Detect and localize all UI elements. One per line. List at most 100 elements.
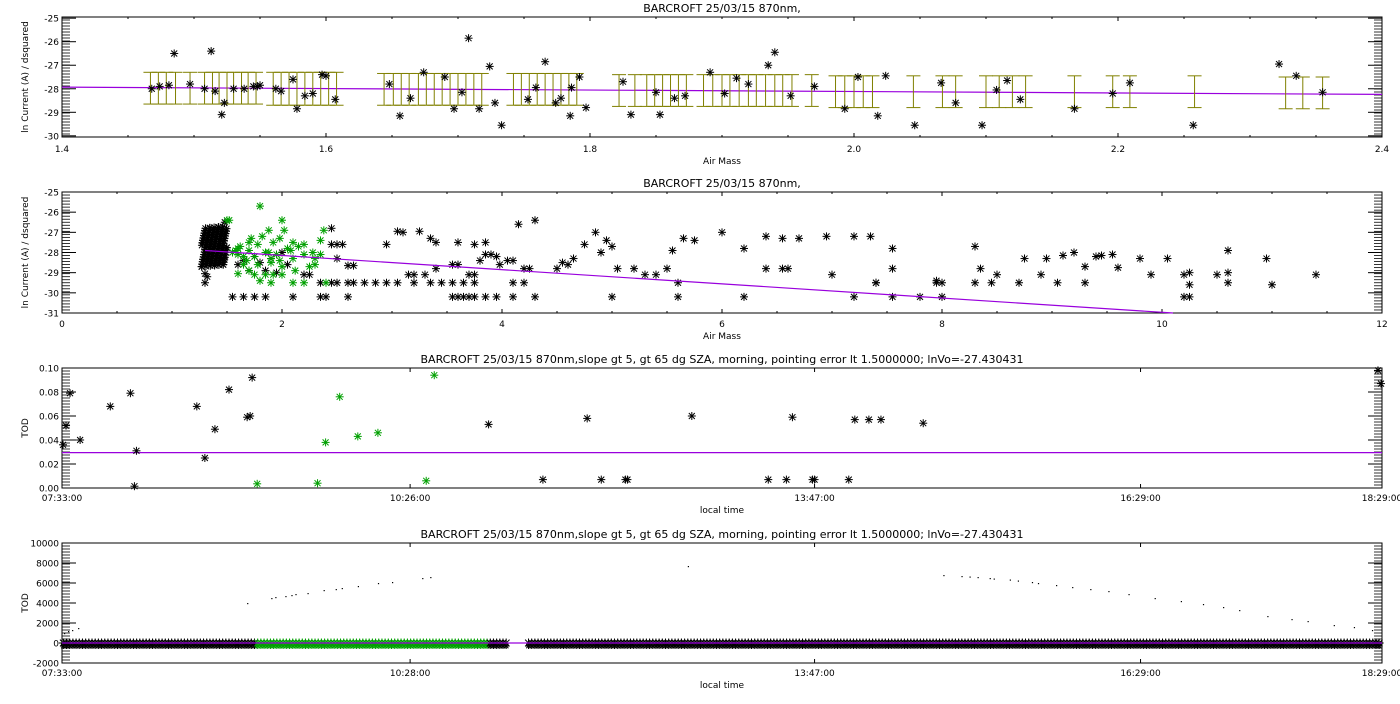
data-point-black — [1263, 255, 1271, 263]
data-point-black — [691, 236, 699, 244]
data-point-black — [438, 279, 446, 287]
data-point — [541, 58, 549, 66]
data-point-black — [539, 476, 547, 484]
x-tick-label: 18:29:00 — [1362, 669, 1400, 679]
chart-title: BARCROFT 25/03/15 870nm, — [643, 177, 801, 190]
data-point-black — [1021, 255, 1029, 263]
data-point-green — [320, 226, 328, 234]
data-point-black — [553, 265, 561, 273]
data-point-black — [1098, 252, 1106, 260]
data-point — [450, 105, 458, 113]
data-point-black — [1312, 271, 1320, 279]
data-point-black — [889, 293, 897, 301]
data-point-green — [256, 202, 264, 210]
data-point-black — [581, 240, 589, 248]
data-point — [486, 62, 494, 70]
data-point — [207, 47, 215, 55]
y-tick-label: 8000 — [36, 560, 59, 570]
data-point-green — [269, 271, 277, 279]
y-tick-label: -2000 — [33, 660, 59, 670]
y-tick-label: 0 — [53, 640, 59, 650]
data-point — [396, 112, 404, 120]
data-point-black — [471, 279, 479, 287]
data-point-black — [240, 293, 248, 301]
data-point-black — [229, 293, 237, 301]
data-point-black — [1081, 279, 1089, 287]
data-point — [458, 88, 466, 96]
y-axis-label: ln Current (A) / dsquared — [21, 21, 31, 133]
data-point-black — [1224, 269, 1232, 277]
data-point-black — [1070, 249, 1078, 257]
data-point-black — [867, 232, 875, 240]
data-point-green — [258, 232, 266, 240]
x-axis-label: Air Mass — [703, 157, 741, 167]
data-point-black — [333, 279, 341, 287]
cluster-point — [198, 239, 206, 247]
data-point-green — [245, 267, 253, 275]
data-point-green — [262, 271, 270, 279]
data-point-black — [971, 279, 979, 287]
data-point-black — [350, 279, 358, 287]
x-tick-label: 4 — [499, 320, 505, 330]
error-bar — [1296, 77, 1310, 109]
data-point-black — [762, 265, 770, 273]
data-point-black — [938, 293, 946, 301]
data-point-green — [430, 371, 438, 379]
data-point-green — [267, 255, 275, 263]
error-bar — [1067, 76, 1081, 108]
data-point-black — [764, 476, 772, 484]
y-tick-label: -27 — [44, 62, 59, 72]
data-point-black — [977, 265, 985, 273]
data-point — [882, 72, 890, 80]
y-tick-label: -26 — [44, 38, 59, 48]
data-point-black — [597, 249, 605, 257]
data-point-black — [845, 476, 853, 484]
data-point-black — [597, 476, 605, 484]
data-point-black — [394, 279, 402, 287]
data-point-black — [795, 234, 803, 242]
data-point — [568, 84, 576, 92]
data-point-green — [291, 267, 299, 275]
data-point-black — [1224, 246, 1232, 254]
error-bar — [1188, 76, 1202, 108]
data-point-black — [383, 240, 391, 248]
y-tick-label: 2000 — [36, 620, 59, 630]
cluster-point — [206, 224, 214, 232]
data-point-green — [225, 216, 233, 224]
y-tick-label: -25 — [44, 15, 59, 25]
data-point — [619, 78, 627, 86]
data-point-black — [482, 293, 490, 301]
data-point — [211, 87, 219, 95]
data-point-black — [608, 293, 616, 301]
data-point-green — [280, 226, 288, 234]
y-tick-label: -30 — [44, 132, 59, 142]
data-point-black — [1147, 271, 1155, 279]
data-point-green — [289, 279, 297, 287]
fit-line — [205, 250, 1173, 313]
band-point — [503, 643, 509, 649]
data-point — [1003, 77, 1011, 85]
data-point-black — [427, 234, 435, 242]
data-point-black — [674, 293, 682, 301]
data-point — [656, 111, 664, 119]
data-point-black — [1015, 279, 1023, 287]
data-point-black — [850, 232, 858, 240]
plot-frame — [62, 368, 1382, 488]
data-point — [1292, 72, 1300, 80]
data-point — [441, 73, 449, 81]
data-point-black — [509, 293, 517, 301]
y-tick-label: -25 — [44, 189, 59, 199]
data-point-black — [220, 255, 228, 263]
data-point-black — [372, 279, 380, 287]
data-point — [293, 105, 301, 113]
data-point — [566, 112, 574, 120]
data-point-black — [62, 422, 70, 430]
data-point — [165, 81, 173, 89]
cluster-point — [199, 255, 207, 263]
cluster-point — [209, 231, 217, 239]
data-point-black — [1164, 255, 1172, 263]
x-tick-label: 8 — [939, 320, 945, 330]
data-point — [993, 86, 1001, 94]
y-tick-label: 4000 — [36, 600, 59, 610]
